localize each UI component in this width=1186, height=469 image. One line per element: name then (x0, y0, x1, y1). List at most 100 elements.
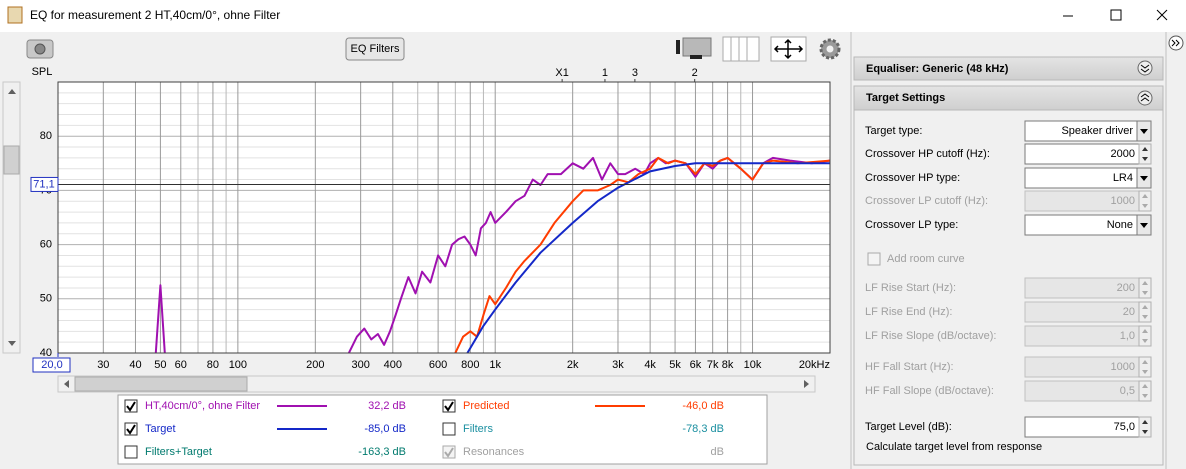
spinner-buttons (1138, 325, 1152, 347)
field-label: Target type: (865, 125, 922, 137)
spinner-arrows (1142, 281, 1148, 295)
expand-panel-button[interactable] (1168, 35, 1184, 51)
legend-readout: -78,3 dB (682, 423, 724, 435)
target-level-note: Calculate target level from response (866, 441, 1042, 453)
field-label: LF Rise Slope (dB/octave): (865, 330, 996, 342)
checkmark (126, 424, 136, 435)
section-title: Target Settings (866, 92, 945, 104)
field-label: Add room curve (887, 253, 965, 265)
y-tick-label: 50 (40, 293, 52, 305)
legend-readout: dB (711, 446, 724, 458)
field-value: 0,5 (1120, 385, 1135, 397)
legend-readout: -85,0 dB (364, 423, 406, 435)
collapse-icon[interactable] (1137, 90, 1153, 106)
cursor-x-label: 20,0 (41, 359, 62, 371)
marker-label: 3 (632, 67, 638, 79)
checkbox[interactable] (124, 445, 138, 459)
title-bar (0, 0, 1186, 32)
field-label: LF Rise End (Hz): (865, 306, 952, 318)
target-settings-box (853, 85, 1164, 466)
field-value: 200 (1117, 282, 1135, 294)
x-tick-label: 6k (690, 359, 702, 371)
marker-label: 2 (692, 67, 698, 79)
close-button[interactable] (1156, 9, 1168, 21)
spinner-arrows (1142, 384, 1148, 398)
maximize-button[interactable] (1110, 9, 1122, 21)
spinner-buttons[interactable] (1138, 416, 1152, 438)
field-value: 1000 (1111, 195, 1135, 207)
x-tick-label: 8k (722, 359, 734, 371)
columns-button[interactable] (722, 36, 760, 62)
x-tick-label: 3k (612, 359, 624, 371)
y-tick-label: 80 (40, 130, 52, 142)
field-label: Crossover HP type: (865, 172, 960, 184)
legend-name: HT,40cm/0°, ohne Filter (145, 400, 260, 412)
spinner-buttons (1138, 301, 1152, 323)
series-line (154, 156, 830, 353)
dropdown-arrow (1140, 223, 1148, 228)
spinner-arrows (1142, 360, 1148, 374)
settings-button[interactable] (819, 38, 841, 60)
field-label: LF Rise Start (Hz): (865, 282, 956, 294)
horizontal-scrollbar[interactable] (57, 375, 816, 393)
x-tick-label: 1k (489, 359, 501, 371)
checkmark (444, 401, 454, 412)
x-tick-label: 800 (461, 359, 479, 371)
x-tick-label: 30 (97, 359, 109, 371)
x-tick-label: 60 (175, 359, 187, 371)
x-tick-label: 40 (129, 359, 141, 371)
fit-button[interactable] (770, 36, 807, 62)
x-tick-label: 600 (429, 359, 447, 371)
x-tick-label: 4k (644, 359, 656, 371)
y-axis-label: SPL (32, 66, 53, 78)
dropdown-arrow (1140, 129, 1148, 134)
plot-border (57, 81, 831, 354)
eq-filters-button[interactable] (345, 37, 405, 61)
dropdown-arrow (1140, 176, 1148, 181)
app-icon (7, 6, 23, 24)
field-value: Speaker driver (1061, 125, 1133, 137)
x-tick-label: 200 (306, 359, 324, 371)
marker-label: X1 (555, 67, 568, 79)
legend-readout: 32,2 dB (368, 400, 406, 412)
checkbox (867, 252, 881, 266)
camera-button[interactable] (26, 39, 54, 59)
field-label: HF Fall Start (Hz): (865, 361, 954, 373)
x-tick-label: 400 (384, 359, 402, 371)
plot-area (58, 82, 830, 353)
legend-name: Resonances (463, 446, 525, 458)
x-tick-label: 300 (351, 359, 369, 371)
layout-button[interactable] (676, 37, 712, 59)
checkmark (444, 447, 454, 458)
x-tick-label: 20kHz (799, 359, 830, 371)
spinner-buttons (1138, 380, 1152, 402)
field-value: 75,0 (1114, 421, 1135, 433)
spinner-arrows (1142, 194, 1148, 208)
legend-name: Filters+Target (145, 446, 212, 458)
spinner-arrows (1142, 420, 1148, 434)
spinner-buttons[interactable] (1138, 143, 1152, 165)
equaliser-header[interactable] (853, 56, 1164, 81)
spinner-buttons (1138, 356, 1152, 378)
eq-filters-label: EQ Filters (351, 43, 400, 55)
y-tick-label: 60 (40, 239, 52, 251)
x-tick-label: 80 (207, 359, 219, 371)
legend-readout: -46,0 dB (682, 400, 724, 412)
field-label: Target Level (dB): (865, 421, 952, 433)
legend-readout: -163,3 dB (358, 446, 406, 458)
x-tick-label: 2k (567, 359, 579, 371)
x-tick-label: 100 (229, 359, 247, 371)
checkbox[interactable] (442, 422, 456, 436)
field-value: 1000 (1111, 361, 1135, 373)
x-tick-label: 5k (669, 359, 681, 371)
field-value: None (1107, 219, 1133, 231)
spinner-buttons (1138, 277, 1152, 299)
collapse-icon[interactable] (1137, 60, 1153, 76)
legend-name: Filters (463, 423, 493, 435)
series-line (466, 162, 830, 353)
field-label: HF Fall Slope (dB/octave): (865, 385, 994, 397)
vertical-scrollbar[interactable] (2, 81, 21, 354)
target-settings-header[interactable] (853, 85, 1164, 111)
legend-name: Target (145, 423, 176, 435)
checkmark (126, 401, 136, 412)
